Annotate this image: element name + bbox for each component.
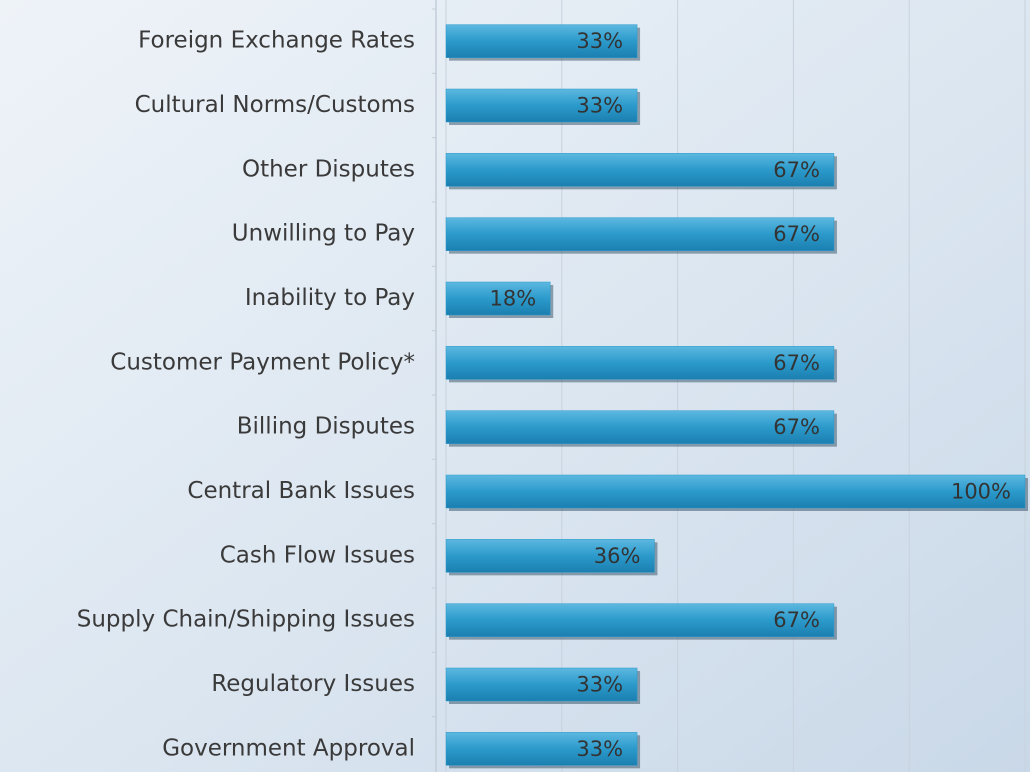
y-tick-label: Billing Disputes	[237, 414, 415, 440]
y-tick-label: Regulatory Issues	[211, 671, 415, 697]
bar	[445, 667, 638, 702]
bar	[445, 474, 1026, 509]
y-tick-label: Cash Flow Issues	[220, 542, 415, 568]
y-tick-label: Government Approval	[162, 735, 415, 761]
bar	[445, 153, 835, 187]
bar	[445, 410, 835, 444]
value-label: 33%	[576, 29, 623, 53]
value-label: 33%	[576, 673, 623, 697]
y-tick-label: Central Bank Issues	[187, 478, 415, 504]
bar	[445, 732, 638, 766]
value-label: 67%	[773, 222, 820, 246]
y-tick-label: Foreign Exchange Rates	[138, 28, 415, 54]
value-label: 67%	[773, 158, 820, 182]
y-tick-label: Unwilling to Pay	[232, 221, 415, 247]
y-tick-label: Inability to Pay	[245, 285, 415, 311]
y-tick-label: Customer Payment Policy*	[110, 349, 415, 375]
bar	[445, 24, 638, 58]
value-label: 67%	[773, 608, 820, 632]
y-tick-label: Other Disputes	[242, 156, 415, 182]
value-label: 18%	[490, 287, 537, 311]
value-label: 33%	[576, 94, 623, 118]
value-label: 36%	[594, 544, 641, 568]
bar	[445, 603, 835, 637]
bar	[445, 281, 551, 316]
value-label: 67%	[773, 415, 820, 439]
y-tick-label: Supply Chain/Shipping Issues	[77, 607, 415, 633]
value-label: 33%	[576, 737, 623, 761]
value-label: 100%	[951, 480, 1011, 504]
bar	[445, 88, 638, 123]
bar	[445, 346, 835, 380]
value-label: 67%	[773, 351, 820, 375]
bar	[445, 539, 655, 573]
y-tick-label: Cultural Norms/Customs	[135, 92, 415, 118]
bar	[445, 217, 835, 251]
